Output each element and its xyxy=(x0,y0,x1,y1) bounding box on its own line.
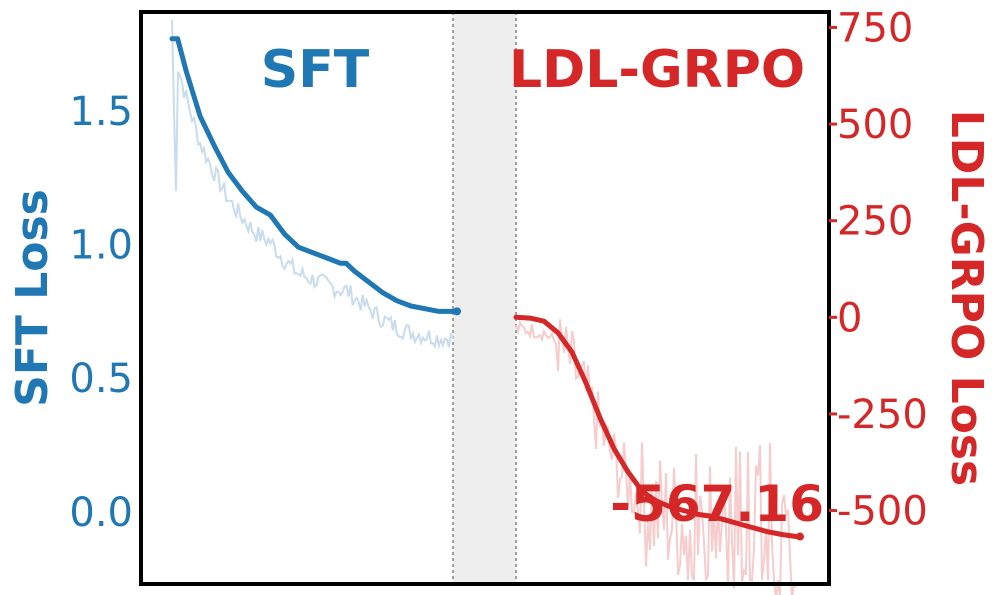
left-tick-label: 0.5 xyxy=(69,356,133,402)
left-axis-title: SFT Loss xyxy=(7,189,58,407)
sft-series-line xyxy=(169,36,456,314)
left-tick-label: 0.0 xyxy=(69,490,133,536)
right-tick-label: 500 xyxy=(837,102,913,148)
right-tick-label: -250 xyxy=(837,392,928,438)
right-tick-label: 250 xyxy=(837,199,913,245)
right-axis-title: LDL-GRPO Loss xyxy=(941,110,992,486)
phase-gap-band xyxy=(453,12,516,584)
sft-panel-title: SFT xyxy=(261,40,370,100)
sft-end-marker xyxy=(453,307,461,316)
right-tick-label: -500 xyxy=(837,489,928,535)
background-layer xyxy=(452,12,517,584)
right-tick-label: 750 xyxy=(837,5,913,51)
plot-frame xyxy=(139,10,831,586)
final-value-label: -567.16 xyxy=(610,475,824,533)
left-tick-label: 1.5 xyxy=(69,89,133,135)
tick-layer: 0.0 0.5 1.0 1.5 -500 -250 0 250 500 750 xyxy=(69,5,927,535)
smoothed-curves-layer xyxy=(169,36,804,541)
right-tick-label: 0 xyxy=(837,295,862,341)
grpo-raw-line xyxy=(515,319,797,595)
sft-raw-line xyxy=(171,19,454,350)
grpo-end-marker xyxy=(796,532,804,541)
grpo-panel-title: LDL-GRPO xyxy=(509,40,805,100)
left-tick-label: 1.0 xyxy=(69,223,133,269)
grpo-series-line xyxy=(513,314,799,539)
